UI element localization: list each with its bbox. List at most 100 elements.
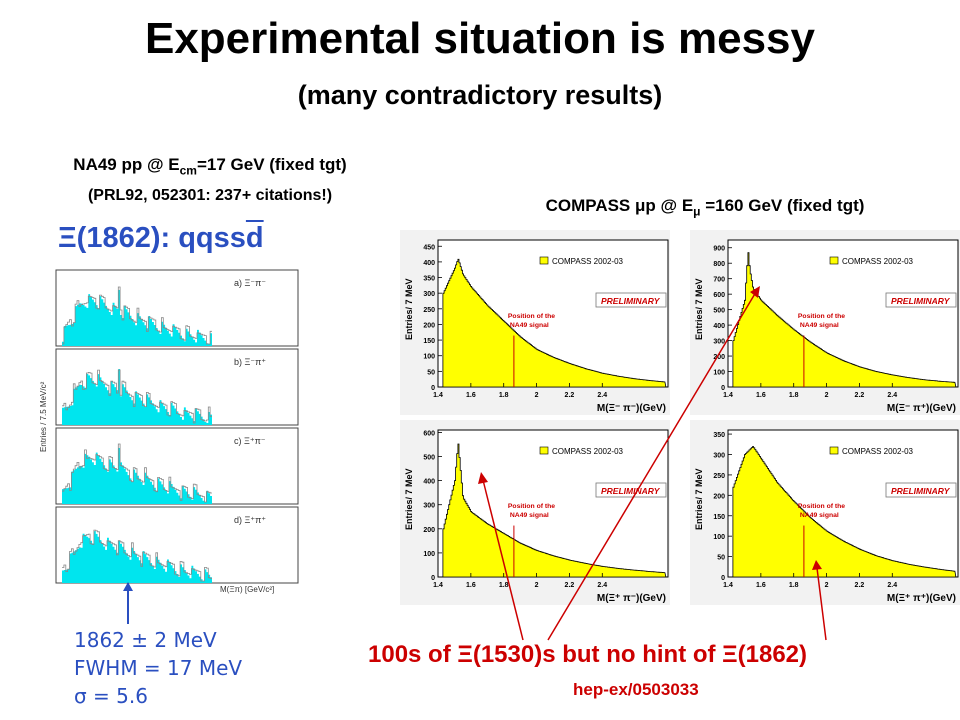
y-axis-label: Entries/ 7 MeV <box>404 468 414 530</box>
y-tick-label: 250 <box>713 473 725 480</box>
x-tick-label: 1.4 <box>433 392 443 399</box>
na49-panels: a) Ξ⁻π⁻ b) Ξ⁻π⁺ c) Ξ⁺π⁻ d) Ξ⁺π⁺ <box>55 269 299 584</box>
y-tick-label: 500 <box>423 455 435 462</box>
y-tick-label: 150 <box>713 514 725 521</box>
bottom-note-post: (1862) <box>737 641 807 668</box>
x-tick-label: 1.4 <box>433 582 443 589</box>
mu-subscript: μ <box>693 204 701 219</box>
y-tick-label: 0 <box>431 385 435 392</box>
x-tick-label: 2 <box>535 582 539 589</box>
preliminary-label: PRELIMINARY <box>601 486 661 496</box>
xi-symbol: Ξ <box>58 222 77 254</box>
y-tick-label: 400 <box>423 479 435 486</box>
na49-figure: Entries / 7.5 MeV/c² M(Ξπ) [GeV/c²] a) Ξ… <box>34 262 306 598</box>
legend-label: COMPASS 2002-03 <box>552 447 624 456</box>
x-tick-label: 1.6 <box>466 392 476 399</box>
xi-state-text: (1862): qqss <box>76 222 246 254</box>
na49-panel-label: a) Ξ⁻π⁻ <box>234 278 266 288</box>
x-axis-label: M(Ξ⁺ π⁻)(GeV) <box>597 593 666 604</box>
x-tick-label: 2.2 <box>565 582 575 589</box>
y-axis-label: Entries/ 7 MeV <box>694 468 704 530</box>
na49-heading: NA49 pp @ Ecm=17 GeV (fixed tgt) (PRL92,… <box>0 152 420 209</box>
x-tick-label: 1.4 <box>723 392 733 399</box>
x-tick-label: 2 <box>535 392 539 399</box>
x-tick-label: 1.8 <box>789 582 799 589</box>
preliminary-box <box>885 482 957 498</box>
na49-line-1-sub: cm <box>179 163 197 178</box>
legend-swatch <box>539 446 549 455</box>
y-tick-label: 50 <box>427 369 435 376</box>
compass-panel-4: 0 50 100 150 200 250 300 350 1.4 1.6 1.8 2 2.2 2.4 M(Ξ… <box>690 420 960 605</box>
compass-panel-1: 0 50 100 150 200 250 300 350 400 450 1.4 1.6 1.8 2 2.2… <box>400 230 670 415</box>
y-tick-label: 300 <box>713 453 725 460</box>
legend-swatch <box>539 256 549 265</box>
compass-head-mid: p @ E <box>645 196 694 215</box>
na49-panel-1: a) Ξ⁻π⁻ <box>55 269 299 347</box>
na49-y-axis-label: Entries / 7.5 MeV/c² <box>39 381 48 452</box>
x-tick-label: 2.4 <box>597 582 607 589</box>
na49-histogram-line <box>62 443 212 503</box>
bottom-note-xi-1: Ξ <box>457 641 473 668</box>
position-label-line-1: Position of the <box>508 313 555 320</box>
na49-arrow-head <box>123 582 133 591</box>
y-tick-label: 300 <box>423 503 435 510</box>
position-label-line-2: NA49 signal <box>510 322 549 329</box>
preliminary-label: PRELIMINARY <box>891 296 951 306</box>
position-label-line-1: Position of the <box>798 313 845 320</box>
compass-histogram <box>732 252 957 388</box>
y-tick-label: 100 <box>713 370 725 377</box>
y-tick-label: 200 <box>423 527 435 534</box>
y-tick-label: 600 <box>423 430 435 437</box>
legend-swatch <box>829 446 839 455</box>
y-tick-label: 200 <box>713 493 725 500</box>
x-axis-label: M(Ξ⁺ π⁺)(GeV) <box>887 593 956 604</box>
x-tick-label: 2.2 <box>565 392 575 399</box>
na49-x-axis-label: M(Ξπ) [GeV/c²] <box>220 585 274 594</box>
y-tick-label: 500 <box>713 308 725 315</box>
na49-line-1-post: =17 GeV (fixed tgt) <box>196 155 347 174</box>
y-tick-label: 200 <box>713 354 725 361</box>
y-tick-label: 250 <box>423 307 435 314</box>
mu-symbol: μ <box>635 196 646 215</box>
x-axis-label: M(Ξ⁻ π⁻)(GeV) <box>597 403 666 414</box>
bottom-note-mid: (1530)s but no hint of <box>472 641 723 668</box>
na49-line-1: NA49 pp @ Ecm=17 GeV (fixed tgt) <box>0 152 420 183</box>
y-tick-label: 350 <box>713 432 725 439</box>
y-tick-label: 0 <box>721 575 725 582</box>
na49-histogram-line <box>62 529 212 582</box>
y-tick-label: 300 <box>423 291 435 298</box>
na49-panel-label: d) Ξ⁺π⁺ <box>234 515 266 525</box>
position-label-line-1: Position of the <box>508 503 555 510</box>
y-tick-label: 0 <box>721 385 725 392</box>
na49-panel-2: b) Ξ⁻π⁺ <box>55 348 299 426</box>
legend-label: COMPASS 2002-03 <box>842 257 914 266</box>
mass-note-line-2: FWHM = 17 MeV <box>74 656 243 680</box>
y-tick-label: 300 <box>713 339 725 346</box>
y-tick-label: 700 <box>713 277 725 284</box>
na49-histogram-line <box>62 286 212 345</box>
bottom-note: 100s of Ξ(1530)s but no hint of Ξ(1862) <box>368 641 807 669</box>
preliminary-box <box>885 292 957 308</box>
compass-head-pre: COMPASS <box>545 196 635 215</box>
x-tick-label: 2.4 <box>887 392 897 399</box>
x-tick-label: 2.4 <box>887 582 897 589</box>
na49-panel-label: b) Ξ⁻π⁺ <box>234 357 266 367</box>
y-tick-label: 150 <box>423 338 435 345</box>
reference: hep-ex/0503033 <box>573 680 699 699</box>
x-tick-label: 2 <box>825 582 829 589</box>
position-label-line-2: NA49 signal <box>800 512 839 519</box>
na49-panel-label: c) Ξ⁺π⁻ <box>234 436 266 446</box>
na49-panel-4: d) Ξ⁺π⁺ <box>55 506 299 584</box>
position-label-line-2: NA49 signal <box>800 322 839 329</box>
na49-histogram-fill <box>62 369 212 425</box>
x-tick-label: 1.6 <box>756 392 766 399</box>
na49-line-2: (PRL92, 052301: 237+ citations!) <box>87 187 333 205</box>
y-tick-label: 0 <box>431 575 435 582</box>
preliminary-label: PRELIMINARY <box>601 296 661 306</box>
compass-heading: COMPASS μp @ Eμ =160 GeV (fixed tgt) <box>440 196 960 218</box>
y-axis-label: Entries/ 7 MeV <box>404 278 414 340</box>
y-axis-label: Entries/ 7 MeV <box>694 278 704 340</box>
compass-panel-2: 0 100 200 300 400 500 600 700 800 900 1.4 1.6 1.8 2 2.… <box>690 230 960 415</box>
anti-d-quark: d <box>245 222 264 254</box>
